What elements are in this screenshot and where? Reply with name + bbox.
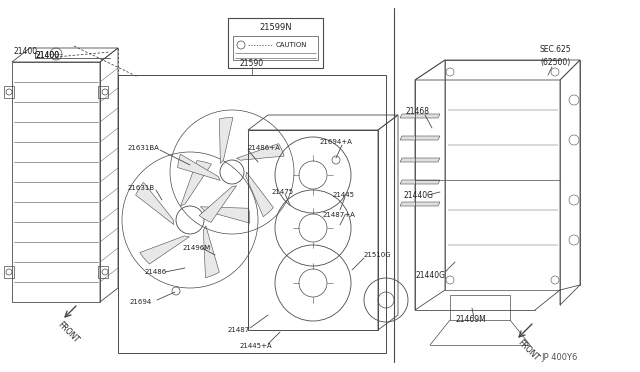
Bar <box>4 266 14 278</box>
Text: 21440G: 21440G <box>415 270 445 279</box>
Text: 21468: 21468 <box>405 108 429 116</box>
Text: 21475: 21475 <box>272 189 294 195</box>
Bar <box>12 62 100 302</box>
Polygon shape <box>400 202 440 206</box>
Text: 21400: 21400 <box>14 48 38 57</box>
Text: 21445+A: 21445+A <box>240 343 273 349</box>
Text: 21440G: 21440G <box>403 190 433 199</box>
Text: 21487+A: 21487+A <box>323 212 356 218</box>
Polygon shape <box>178 154 220 180</box>
Text: 21694+A: 21694+A <box>320 139 353 145</box>
Text: (62500): (62500) <box>540 58 570 67</box>
Text: 21590: 21590 <box>240 58 264 67</box>
Text: FRONT: FRONT <box>56 320 81 344</box>
Text: SEC.625: SEC.625 <box>540 45 572 55</box>
Polygon shape <box>400 136 440 140</box>
Text: 21496M: 21496M <box>183 245 211 251</box>
Text: 21445: 21445 <box>333 192 355 198</box>
Bar <box>233 36 318 60</box>
Text: 21487: 21487 <box>228 327 250 333</box>
Bar <box>248 130 378 330</box>
Text: 21599N: 21599N <box>259 23 292 32</box>
Text: 21510G: 21510G <box>364 252 392 258</box>
Polygon shape <box>400 114 440 118</box>
Text: 21486+A: 21486+A <box>248 145 281 151</box>
Bar <box>118 75 386 353</box>
Polygon shape <box>180 161 211 206</box>
Text: 21631B: 21631B <box>128 185 155 191</box>
Bar <box>98 266 108 278</box>
Polygon shape <box>400 180 440 184</box>
Text: 21400: 21400 <box>35 51 59 60</box>
Polygon shape <box>236 144 284 160</box>
Polygon shape <box>199 186 236 222</box>
Text: 21469M: 21469M <box>456 315 487 324</box>
Text: JP 400Y6: JP 400Y6 <box>542 353 578 362</box>
Text: CAUTION: CAUTION <box>276 42 307 48</box>
Text: 21694: 21694 <box>130 299 152 305</box>
Bar <box>228 18 323 68</box>
Bar <box>98 86 108 98</box>
Polygon shape <box>400 158 440 162</box>
Polygon shape <box>246 172 273 217</box>
Text: 21400: 21400 <box>35 51 59 60</box>
Text: 21631BA: 21631BA <box>128 145 160 151</box>
Polygon shape <box>200 207 250 223</box>
Polygon shape <box>204 226 220 278</box>
Polygon shape <box>136 182 174 225</box>
Text: FRONT: FRONT <box>516 338 540 362</box>
Bar <box>4 86 14 98</box>
Text: 21486: 21486 <box>145 269 167 275</box>
Polygon shape <box>220 118 233 164</box>
Polygon shape <box>140 236 189 264</box>
